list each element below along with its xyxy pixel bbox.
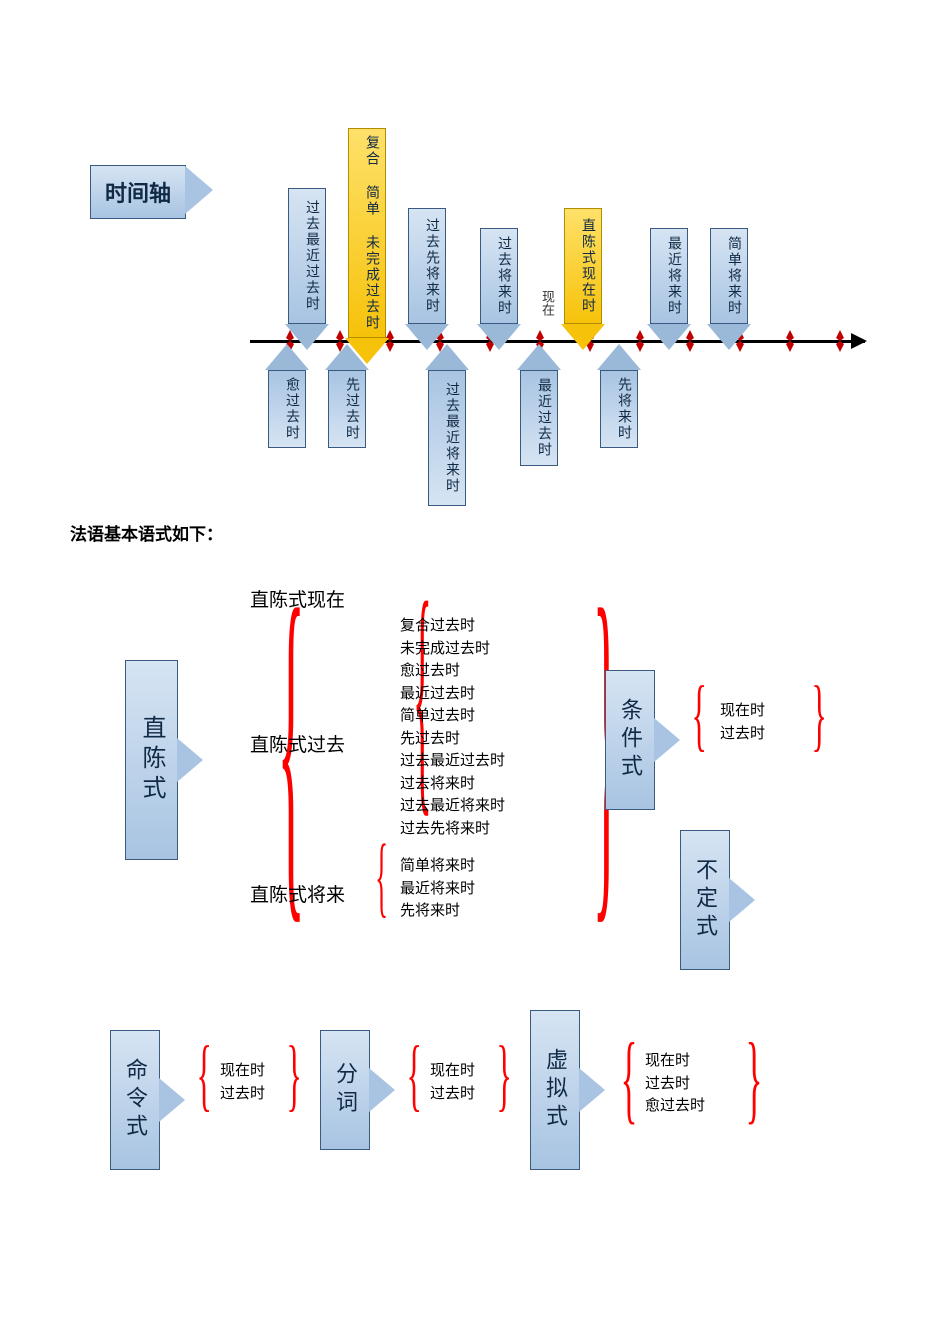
list-item: 过去时 bbox=[430, 1083, 475, 1106]
indicative-sub-future: 直陈式将来 bbox=[250, 880, 345, 907]
tense-arrow-down: 过去最近过去时 bbox=[288, 188, 326, 350]
indicative-future-list: 简单将来时最近将来时先将来时 bbox=[400, 855, 475, 923]
brace-icon: } bbox=[812, 670, 827, 761]
mood-participle: 分词 bbox=[320, 1030, 370, 1150]
tense-label: 过去最近过去时 bbox=[288, 188, 326, 324]
tense-label: 直陈式现在时 bbox=[564, 208, 602, 324]
list-item: 现在时 bbox=[720, 700, 765, 723]
brace-icon: { bbox=[692, 670, 707, 761]
list-item: 现在时 bbox=[430, 1060, 475, 1083]
brace-icon: } bbox=[497, 1030, 512, 1121]
timeline-section: 时间轴 过去最近过去时复合 简单 未完成过去时过去先将来时过去将来时 直陈式现在时… bbox=[30, 40, 915, 460]
list-item: 先将来时 bbox=[400, 900, 475, 923]
tense-arrow-up: 最近过去时 bbox=[520, 344, 558, 466]
brace-icon: { bbox=[375, 825, 388, 928]
list-item: 简单过去时 bbox=[400, 705, 505, 728]
tense-arrow-up: 先过去时 bbox=[328, 344, 366, 448]
brace-icon: { bbox=[407, 1030, 422, 1121]
timeline-title: 时间轴 bbox=[90, 165, 186, 219]
list-item: 过去最近过去时 bbox=[400, 750, 505, 773]
list-item: 过去时 bbox=[220, 1083, 265, 1106]
imperative-list: 现在时过去时 bbox=[220, 1060, 265, 1105]
list-item: 简单将来时 bbox=[400, 855, 475, 878]
list-item: 最近将来时 bbox=[400, 878, 475, 901]
subjunctive-list: 现在时过去时愈过去时 bbox=[645, 1050, 705, 1118]
list-item: 现在时 bbox=[645, 1050, 705, 1073]
list-item: 先过去时 bbox=[400, 728, 505, 751]
list-item: 愈过去时 bbox=[400, 660, 505, 683]
tense-label: 复合 简单 未完成过去时 bbox=[348, 128, 386, 338]
participle-list: 现在时过去时 bbox=[430, 1060, 475, 1105]
tense-label: 过去先将来时 bbox=[408, 208, 446, 324]
brace-icon: { bbox=[197, 1030, 212, 1121]
axis-tick bbox=[785, 330, 795, 352]
indicative-past-list: 复合过去时未完成过去时愈过去时最近过去时简单过去时先过去时过去最近过去时过去将来… bbox=[400, 615, 505, 840]
tense-arrow-down: 过去先将来时 bbox=[408, 208, 446, 350]
tense-arrow-down: 过去将来时 bbox=[480, 228, 518, 350]
list-item: 最近过去时 bbox=[400, 683, 505, 706]
tense-label: 过去将来时 bbox=[480, 228, 518, 324]
tense-label: 简单将来时 bbox=[710, 228, 748, 324]
list-item: 过去先将来时 bbox=[400, 818, 505, 841]
tense-label: 先将来时 bbox=[600, 370, 638, 448]
tense-arrow-down: 复合 简单 未完成过去时 bbox=[348, 128, 386, 364]
tense-arrow-up: 先将来时 bbox=[600, 344, 638, 448]
indicative-sub-past: 直陈式过去 bbox=[250, 730, 345, 757]
mood-imperative: 命令式 bbox=[110, 1030, 160, 1170]
mood-indicative: 直陈式 bbox=[125, 660, 178, 860]
brace-icon: } bbox=[287, 1030, 302, 1121]
list-item: 过去将来时 bbox=[400, 773, 505, 796]
section-heading: 法语基本语式如下： bbox=[70, 520, 915, 545]
tense-arrow-up: 愈过去时 bbox=[268, 344, 306, 448]
tense-arrow-down: 直陈式现在时 bbox=[564, 208, 602, 350]
mood-infinitive: 不定式 bbox=[680, 830, 730, 970]
list-item: 未完成过去时 bbox=[400, 638, 505, 661]
mood-subjunctive: 虚拟式 bbox=[530, 1010, 580, 1170]
tense-label: 过去最近将来时 bbox=[428, 370, 466, 506]
tense-arrow-down: 简单将来时 bbox=[710, 228, 748, 350]
tense-label: 愈过去时 bbox=[268, 370, 306, 448]
list-item: 现在时 bbox=[220, 1060, 265, 1083]
list-item: 愈过去时 bbox=[645, 1095, 705, 1118]
mood-conditional: 条件式 bbox=[605, 670, 655, 810]
indicative-sub-present: 直陈式现在 bbox=[250, 585, 345, 612]
tense-label: 最近过去时 bbox=[520, 370, 558, 466]
tense-arrow-down: 最近将来时 bbox=[650, 228, 688, 350]
moods-section: 直陈式 { 直陈式现在 直陈式过去 直陈式将来 { 复合过去时未完成过去时愈过去… bbox=[30, 555, 915, 1255]
list-item: 过去时 bbox=[645, 1073, 705, 1096]
list-item: 过去最近将来时 bbox=[400, 795, 505, 818]
tense-arrow-up: 过去最近将来时 bbox=[428, 344, 466, 506]
brace-icon: { bbox=[621, 1020, 638, 1135]
brace-icon: } bbox=[746, 1020, 763, 1135]
list-item: 复合过去时 bbox=[400, 615, 505, 638]
conditional-list: 现在时过去时 bbox=[720, 700, 765, 745]
tense-label: 最近将来时 bbox=[650, 228, 688, 324]
now-label: 现在 bbox=[538, 290, 557, 316]
list-item: 过去时 bbox=[720, 723, 765, 746]
axis-tick bbox=[835, 330, 845, 352]
tense-label: 先过去时 bbox=[328, 370, 366, 448]
